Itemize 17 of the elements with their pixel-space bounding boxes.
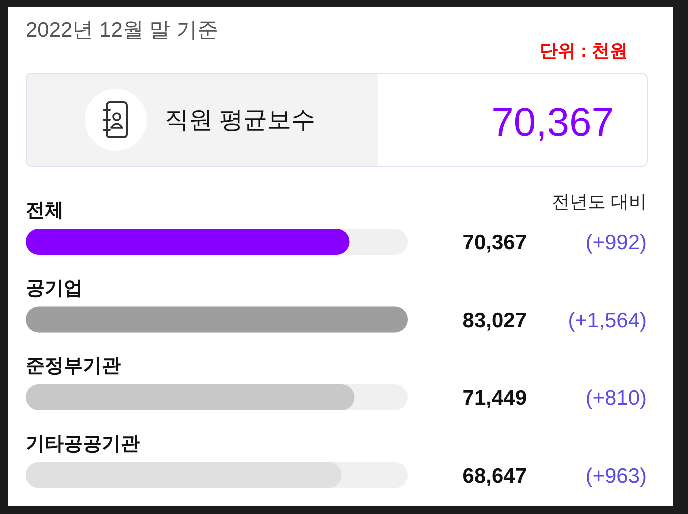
data-label: 70,367 xyxy=(462,232,527,254)
data-label: 83,027 xyxy=(462,309,527,332)
text: 단위 : 천원 xyxy=(540,40,628,63)
y-tick-label: 공기업 xyxy=(26,278,83,300)
text: (+810) xyxy=(586,387,647,410)
text: (+963) xyxy=(586,464,647,488)
chart-subtitle: 2022년 12월 말 기준 xyxy=(26,18,219,44)
chart-title: 직원 평균보수 xyxy=(165,106,316,136)
text: (+992) xyxy=(586,232,647,254)
y-tick-label: 기타공공기관 xyxy=(26,434,140,455)
data-label: 68,647 xyxy=(462,464,527,488)
y-tick-label: 준정부기관 xyxy=(26,356,121,377)
text: 전년도 대비 xyxy=(552,191,647,214)
y-tick-label: 전체 xyxy=(26,200,64,222)
text: 70,367 xyxy=(492,100,614,147)
data-label: 71,449 xyxy=(462,387,527,410)
text: (+1,564) xyxy=(568,309,647,332)
